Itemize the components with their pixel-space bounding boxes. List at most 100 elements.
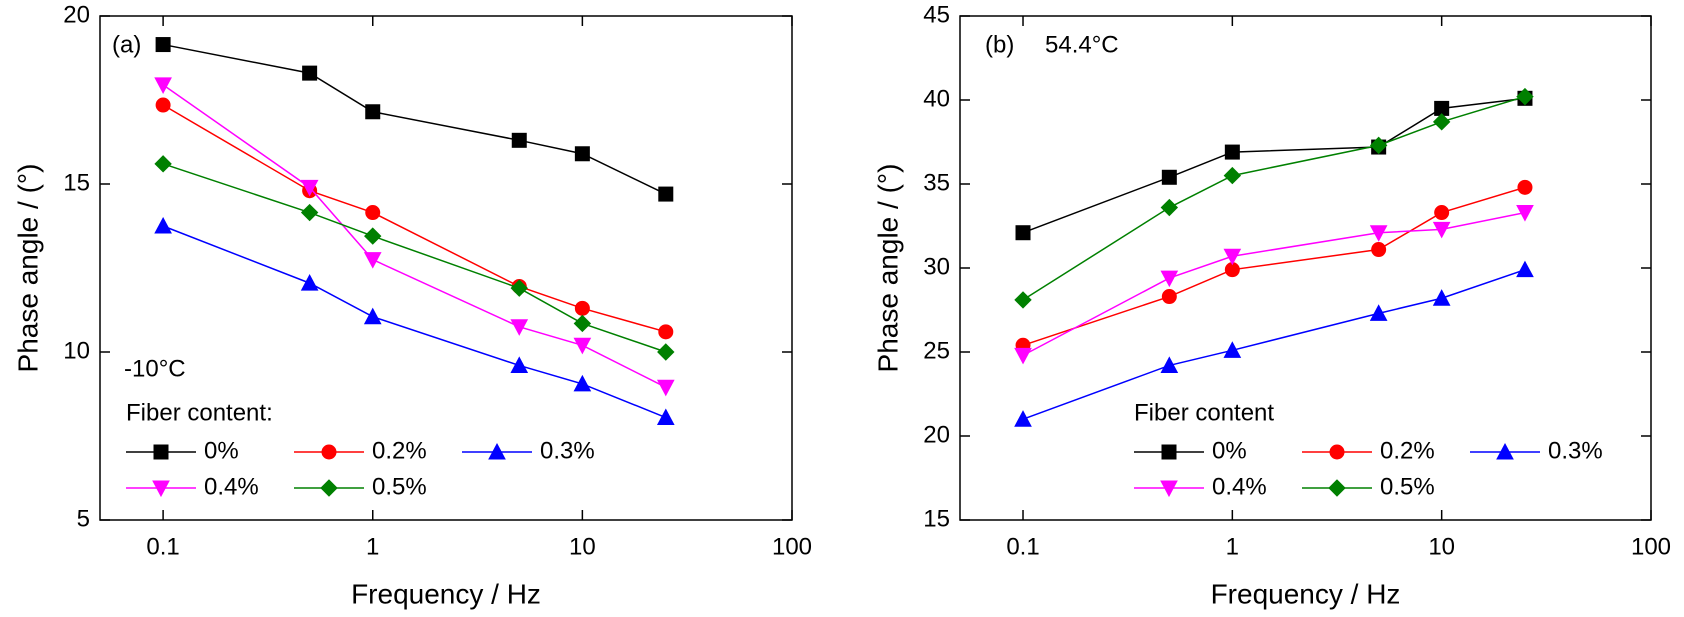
marker	[1516, 87, 1534, 106]
series-line	[162, 84, 667, 388]
series-line	[1022, 97, 1526, 234]
series-line	[1022, 211, 1526, 357]
y-axis-title: Phase angle / (°)	[872, 164, 903, 373]
annotation: -10°C	[124, 355, 186, 382]
series-line	[162, 43, 667, 195]
marker	[1516, 205, 1534, 222]
legend-marker	[1160, 480, 1178, 498]
y-tick-label: 15	[63, 169, 90, 196]
marker	[510, 279, 528, 297]
marker	[300, 179, 319, 197]
marker	[1369, 304, 1388, 321]
legend-title: Fiber content	[1134, 399, 1274, 426]
plot-frame	[99, 15, 793, 521]
legend-marker	[153, 444, 169, 460]
marker	[658, 186, 674, 202]
x-tick-label: 100	[772, 533, 812, 560]
legend-label: 0.3%	[540, 437, 595, 464]
legend-label: 0.4%	[204, 473, 259, 500]
marker	[1434, 205, 1450, 221]
y-tick-label: 25	[923, 337, 950, 364]
y-tick-label: 15	[923, 505, 950, 532]
marker	[574, 146, 590, 162]
x-axis-title: Frequency / Hz	[1211, 578, 1401, 609]
marker	[1369, 225, 1388, 242]
marker	[365, 205, 381, 221]
legend-label: 0.2%	[372, 437, 427, 464]
marker	[1160, 356, 1179, 373]
y-tick-label: 45	[923, 1, 950, 28]
marker	[1161, 169, 1177, 185]
marker	[1014, 410, 1032, 427]
marker	[1223, 166, 1242, 185]
marker	[1161, 289, 1177, 305]
x-tick-label: 1	[366, 533, 379, 560]
series-line	[162, 225, 667, 419]
marker	[363, 252, 382, 269]
legend-marker	[488, 442, 506, 460]
x-axis-title: Frequency / Hz	[351, 578, 541, 609]
marker	[573, 314, 592, 333]
marker	[1014, 291, 1032, 309]
legend-title: Fiber content:	[126, 399, 273, 426]
marker	[656, 379, 675, 397]
legend-label: 0%	[1212, 437, 1247, 464]
x-tick-label: 0.1	[1006, 533, 1039, 560]
x-tick-label: 0.1	[146, 533, 179, 560]
marker	[511, 132, 527, 148]
y-tick-label: 30	[923, 253, 950, 280]
annotation: 54.4°C	[1045, 31, 1119, 58]
legend-label: 0.5%	[372, 473, 427, 500]
x-tick-label: 100	[1631, 533, 1671, 560]
y-tick-label: 10	[63, 337, 90, 364]
x-tick-label: 10	[1428, 533, 1455, 560]
y-tick-label: 40	[923, 85, 950, 112]
legend-marker	[320, 479, 338, 497]
legend-label: 0.3%	[1548, 437, 1603, 464]
marker	[657, 343, 675, 361]
marker	[300, 274, 319, 291]
marker	[154, 77, 172, 94]
marker	[364, 227, 382, 245]
legend-marker	[1496, 442, 1514, 460]
series-line	[1022, 186, 1526, 346]
legend-marker	[1161, 444, 1177, 460]
marker	[510, 319, 529, 336]
y-axis-title: Phase angle / (°)	[12, 164, 43, 373]
series-line	[1022, 268, 1526, 420]
series-line	[162, 104, 666, 333]
marker	[1223, 248, 1242, 266]
marker	[1160, 270, 1179, 288]
legend-label: 0.2%	[1380, 437, 1435, 464]
marker	[1160, 198, 1179, 217]
marker	[1369, 136, 1388, 155]
marker	[1224, 144, 1240, 160]
marker	[300, 203, 319, 222]
marker	[658, 324, 674, 340]
marker	[1014, 347, 1032, 365]
marker	[155, 97, 171, 113]
marker	[1015, 225, 1031, 241]
marker	[1223, 341, 1242, 358]
legend-marker	[321, 444, 337, 460]
marker	[1517, 179, 1533, 195]
y-tick-label: 5	[77, 505, 90, 532]
marker	[155, 37, 171, 53]
legend-marker	[1328, 479, 1346, 497]
marker	[154, 155, 172, 173]
marker	[1371, 242, 1387, 258]
marker	[302, 65, 318, 81]
legend-marker	[1329, 444, 1345, 460]
annotation: (b)	[985, 31, 1014, 58]
x-tick-label: 1	[1226, 533, 1239, 560]
marker	[1432, 221, 1451, 239]
marker	[1432, 289, 1451, 306]
marker	[510, 356, 529, 373]
y-tick-label: 20	[923, 421, 950, 448]
marker	[154, 216, 172, 234]
x-tick-label: 10	[569, 533, 596, 560]
marker	[365, 104, 381, 120]
marker	[1432, 113, 1451, 131]
